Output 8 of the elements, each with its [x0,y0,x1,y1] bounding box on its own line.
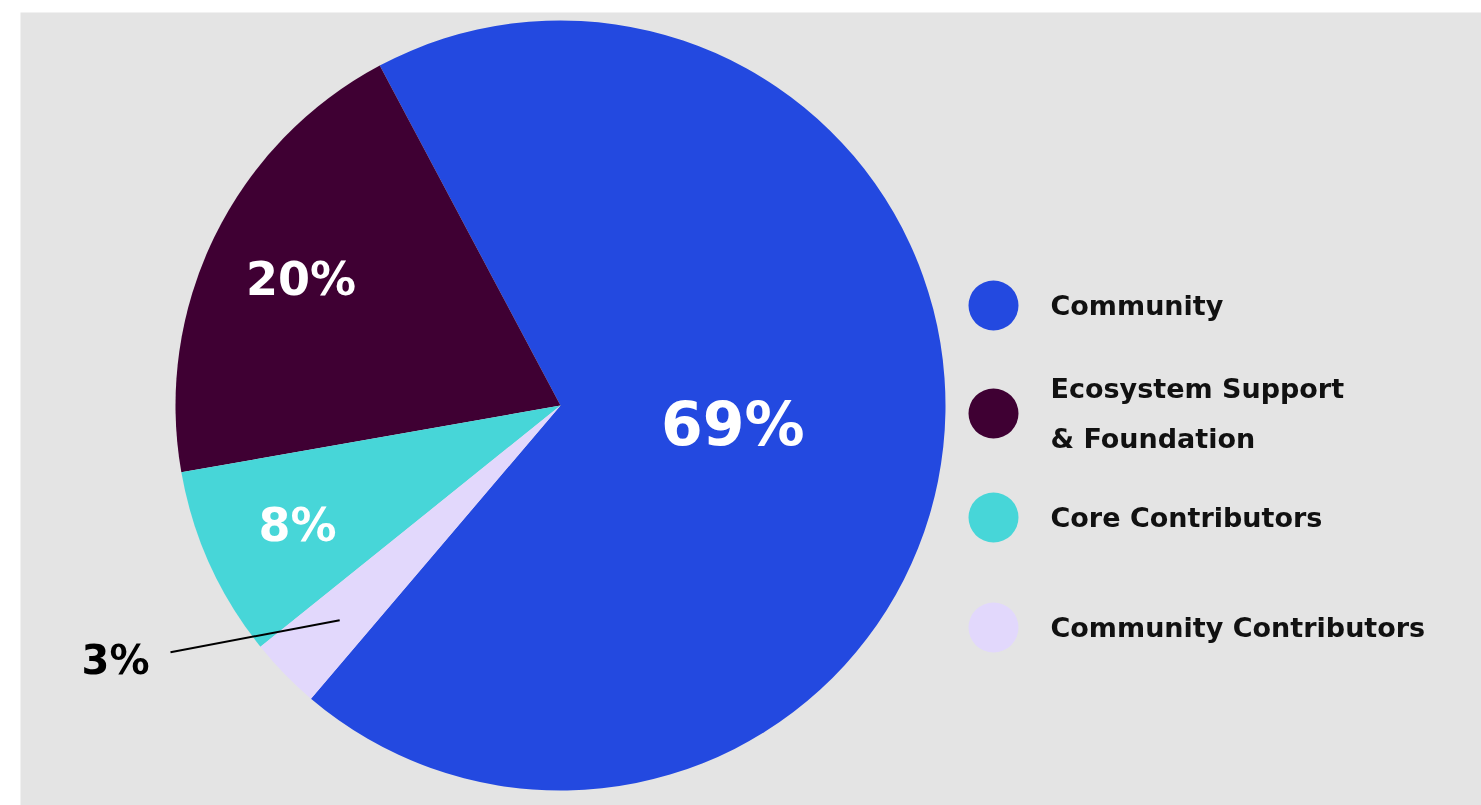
data-label: 3% [81,637,150,684]
legend-label: Ecosystem Support & Foundation [1050,373,1345,454]
data-label: 69% [660,389,805,460]
legend-label: Community [1050,290,1224,321]
data-label: 20% [245,251,357,306]
legend-label: Core Contributors [1050,502,1323,533]
legend-label: Community Contributors [1050,612,1426,643]
data-label: 8% [258,497,337,552]
